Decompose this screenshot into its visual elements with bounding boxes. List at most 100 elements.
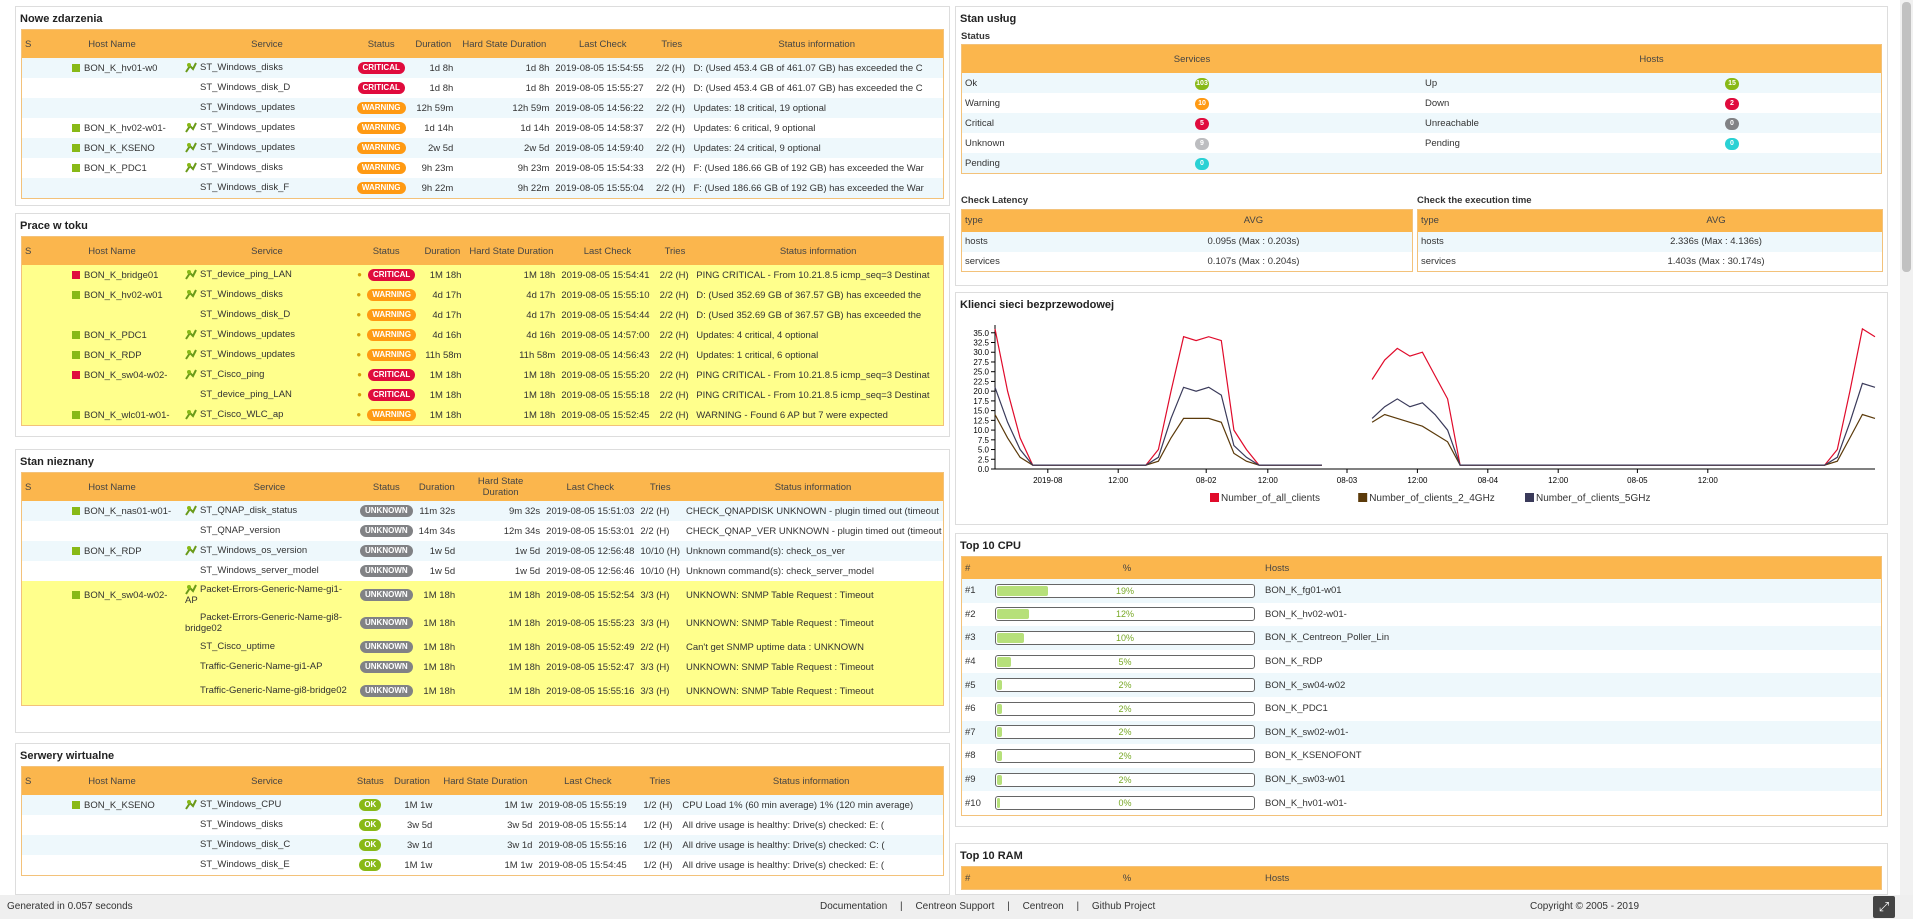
- table-row[interactable]: ST_Windows_server_model UNKNOWN 1w 5d 1w 5d…: [22, 561, 943, 581]
- graph-icon[interactable]: [185, 369, 197, 381]
- service-cell[interactable]: ST_Windows_updates: [182, 98, 352, 118]
- host-cell[interactable]: BON_K_KSENO: [42, 138, 182, 158]
- host-status-count[interactable]: 15: [1722, 73, 1881, 93]
- link-centreon[interactable]: Centreon: [1022, 901, 1064, 912]
- column-header[interactable]: Service: [182, 30, 352, 58]
- column-header[interactable]: Duration: [420, 237, 465, 265]
- service-cell[interactable]: ST_Windows_updates: [182, 345, 352, 365]
- host-cell[interactable]: [42, 609, 182, 637]
- legend-label[interactable]: Number_of_all_clients: [1221, 493, 1320, 504]
- table-row[interactable]: ST_Windows_updates WARNING 12h 59m 12h 59m 2…: [22, 98, 943, 118]
- service-cell[interactable]: ST_Cisco_uptime: [182, 637, 357, 657]
- table-row[interactable]: BON_K_RDP ST_Windows_os_version UNKNOWN 1w …: [22, 541, 943, 561]
- host-cell[interactable]: [42, 855, 182, 875]
- host-cell[interactable]: BON_K_Centreon_Poller_Lin: [1265, 632, 1390, 644]
- service-status-count[interactable]: 0: [1192, 153, 1422, 173]
- table-row[interactable]: BON_K_hv02-w01 ST_Windows_disks ● WARNING 4d…: [22, 285, 943, 305]
- service-name[interactable]: ST_Windows_disks: [200, 162, 283, 174]
- table-row[interactable]: BON_K_bridge01 ST_device_ping_LAN ● CRITICA…: [22, 265, 943, 285]
- service-cell[interactable]: ST_Windows_disks: [182, 158, 352, 178]
- scrollbar-thumb[interactable]: [1902, 2, 1911, 272]
- count-badge[interactable]: 9: [1195, 137, 1209, 150]
- host-cell[interactable]: [42, 835, 182, 855]
- host-cell[interactable]: BON_K_fg01-w01: [1265, 585, 1342, 597]
- host-status-count[interactable]: 0: [1722, 113, 1881, 133]
- link-github[interactable]: Github Project: [1091, 901, 1156, 912]
- service-cell[interactable]: ST_device_ping_LAN: [182, 265, 352, 285]
- column-header[interactable]: Last Check: [552, 30, 654, 58]
- service-name[interactable]: ST_Windows_disk_F: [200, 182, 290, 194]
- column-header[interactable]: Host Name: [42, 30, 182, 58]
- column-header[interactable]: Hard State Duration: [435, 767, 536, 795]
- table-row[interactable]: ST_Windows_disk_F WARNING 9h 22m 9h 22m 2019…: [22, 178, 943, 198]
- host-name[interactable]: BON_K_KSENO: [84, 142, 155, 154]
- host-cell[interactable]: BON_K_RDP: [42, 345, 182, 365]
- service-cell[interactable]: ST_Windows_CPU: [182, 795, 352, 815]
- column-header[interactable]: Last Check: [543, 473, 638, 501]
- column-header[interactable]: Status: [352, 767, 389, 795]
- column-header[interactable]: Status: [352, 237, 421, 265]
- service-name[interactable]: Packet-Errors-Generic-Name-gi1-AP: [185, 584, 343, 606]
- service-name[interactable]: ST_device_ping_LAN: [200, 269, 292, 281]
- host-cell[interactable]: BON_K_sw04-w02-: [42, 581, 182, 609]
- column-header[interactable]: Host Name: [42, 237, 182, 265]
- service-cell[interactable]: ST_Windows_disks: [182, 815, 352, 835]
- table-row[interactable]: ST_Windows_disk_D ● WARNING 4d 17h 4d 17h 201…: [22, 305, 943, 325]
- host-status-label[interactable]: Down: [1425, 97, 1450, 109]
- table-row[interactable]: ST_QNAP_version UNKNOWN 14m 34s 12m 34s 2019…: [22, 521, 943, 541]
- column-header[interactable]: S: [22, 237, 42, 265]
- table-row[interactable]: BON_K_PDC1 ST_Windows_disks WARNING 9h 23m 9…: [22, 158, 943, 178]
- service-status-label[interactable]: Unknown: [965, 137, 1005, 149]
- service-status-label[interactable]: Warning: [965, 97, 1001, 109]
- host-cell[interactable]: BON_K_sw02-w01-: [1265, 726, 1349, 738]
- graph-icon[interactable]: [185, 142, 197, 154]
- host-cell[interactable]: [42, 561, 182, 581]
- column-header[interactable]: Host Name: [42, 767, 182, 795]
- column-header[interactable]: Tries: [653, 30, 691, 58]
- service-cell[interactable]: Traffic-Generic-Name-gi1-AP: [182, 657, 357, 677]
- legend-label[interactable]: Number_of_clients_2_4GHz: [1369, 493, 1495, 504]
- table-row[interactable]: ST_Windows_disks OK 3w 5d 3w 5d 2019-08-05 1…: [22, 815, 943, 835]
- host-cell[interactable]: [42, 98, 182, 118]
- service-status-label[interactable]: Critical: [965, 117, 995, 129]
- legend-label[interactable]: Number_of_clients_5GHz: [1536, 493, 1651, 504]
- service-name[interactable]: ST_Windows_disks: [200, 819, 283, 831]
- host-name[interactable]: BON_K_nas01-w01-: [84, 505, 172, 517]
- host-status-label[interactable]: [1422, 153, 1722, 173]
- table-row[interactable]: BON_K_sw04-w02- Packet-Errors-Generic-Nam…: [22, 581, 943, 609]
- service-name[interactable]: ST_Cisco_ping: [200, 369, 265, 381]
- table-row[interactable]: ST_Windows_disk_E OK 1M 1w 1M 1w 2019-08-05 …: [22, 855, 943, 875]
- service-cell[interactable]: ST_device_ping_LAN: [182, 385, 352, 405]
- service-name[interactable]: ST_QNAP_version: [200, 525, 281, 537]
- host-cell[interactable]: [42, 677, 182, 705]
- table-row[interactable]: ST_Cisco_uptime UNKNOWN 1M 18h 1M 18h 2019-0…: [22, 637, 943, 657]
- graph-icon[interactable]: [185, 409, 197, 421]
- graph-icon[interactable]: [185, 162, 197, 174]
- host-cell[interactable]: [42, 78, 182, 98]
- service-name[interactable]: ST_Windows_os_version: [200, 545, 308, 557]
- service-name[interactable]: ST_device_ping_LAN: [200, 389, 292, 401]
- service-cell[interactable]: Traffic-Generic-Name-gi8-bridge02: [182, 677, 357, 705]
- host-cell[interactable]: BON_K_sw03-w01: [1265, 774, 1346, 786]
- service-status-count[interactable]: 103: [1192, 73, 1422, 93]
- host-cell[interactable]: [42, 657, 182, 677]
- host-cell[interactable]: BON_K_PDC1: [42, 325, 182, 345]
- service-name[interactable]: ST_Windows_updates: [200, 349, 296, 361]
- table-row[interactable]: BON_K_hv01-w0 ST_Windows_disks CRITICAL 1d …: [22, 58, 943, 78]
- count-badge[interactable]: 10: [1195, 97, 1209, 110]
- host-cell[interactable]: BON_K_PDC1: [42, 158, 182, 178]
- service-cell[interactable]: ST_Windows_disk_D: [182, 305, 352, 325]
- host-status-label[interactable]: Up: [1425, 77, 1438, 89]
- table-row[interactable]: BON_K_sw04-w02- ST_Cisco_ping ● CRITICAL 1M …: [22, 365, 943, 385]
- table-row[interactable]: ST_Windows_disk_D CRITICAL 1d 8h 1d 8h 2019-…: [22, 78, 943, 98]
- column-header[interactable]: Tries: [637, 473, 683, 501]
- column-header[interactable]: Hard State Duration: [456, 30, 553, 58]
- service-cell[interactable]: ST_Windows_disks: [182, 285, 352, 305]
- column-header[interactable]: Tries: [640, 767, 680, 795]
- service-status-count[interactable]: 9: [1192, 133, 1422, 153]
- host-cell[interactable]: [42, 637, 182, 657]
- service-name[interactable]: ST_Windows_disk_C: [200, 839, 291, 851]
- host-cell[interactable]: BON_K_RDP: [1265, 656, 1323, 668]
- service-name[interactable]: ST_Windows_updates: [200, 102, 296, 114]
- service-cell[interactable]: ST_Windows_updates: [182, 118, 352, 138]
